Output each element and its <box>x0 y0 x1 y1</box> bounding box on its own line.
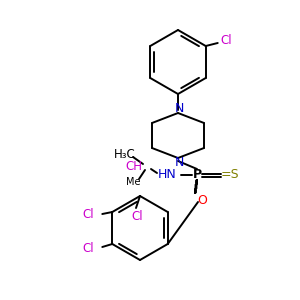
Text: Cl: Cl <box>83 208 94 220</box>
Text: =S: =S <box>221 169 239 182</box>
Text: Cl: Cl <box>131 209 143 223</box>
Text: Me: Me <box>126 177 140 187</box>
Text: HN: HN <box>158 169 176 182</box>
Text: N: N <box>174 101 184 115</box>
Text: N: N <box>174 157 184 169</box>
Text: P: P <box>192 169 202 182</box>
Text: H₃C: H₃C <box>114 148 136 161</box>
Text: Cl: Cl <box>220 34 232 47</box>
Text: CH: CH <box>125 160 142 173</box>
Text: Cl: Cl <box>83 242 94 254</box>
Text: O: O <box>197 194 207 206</box>
